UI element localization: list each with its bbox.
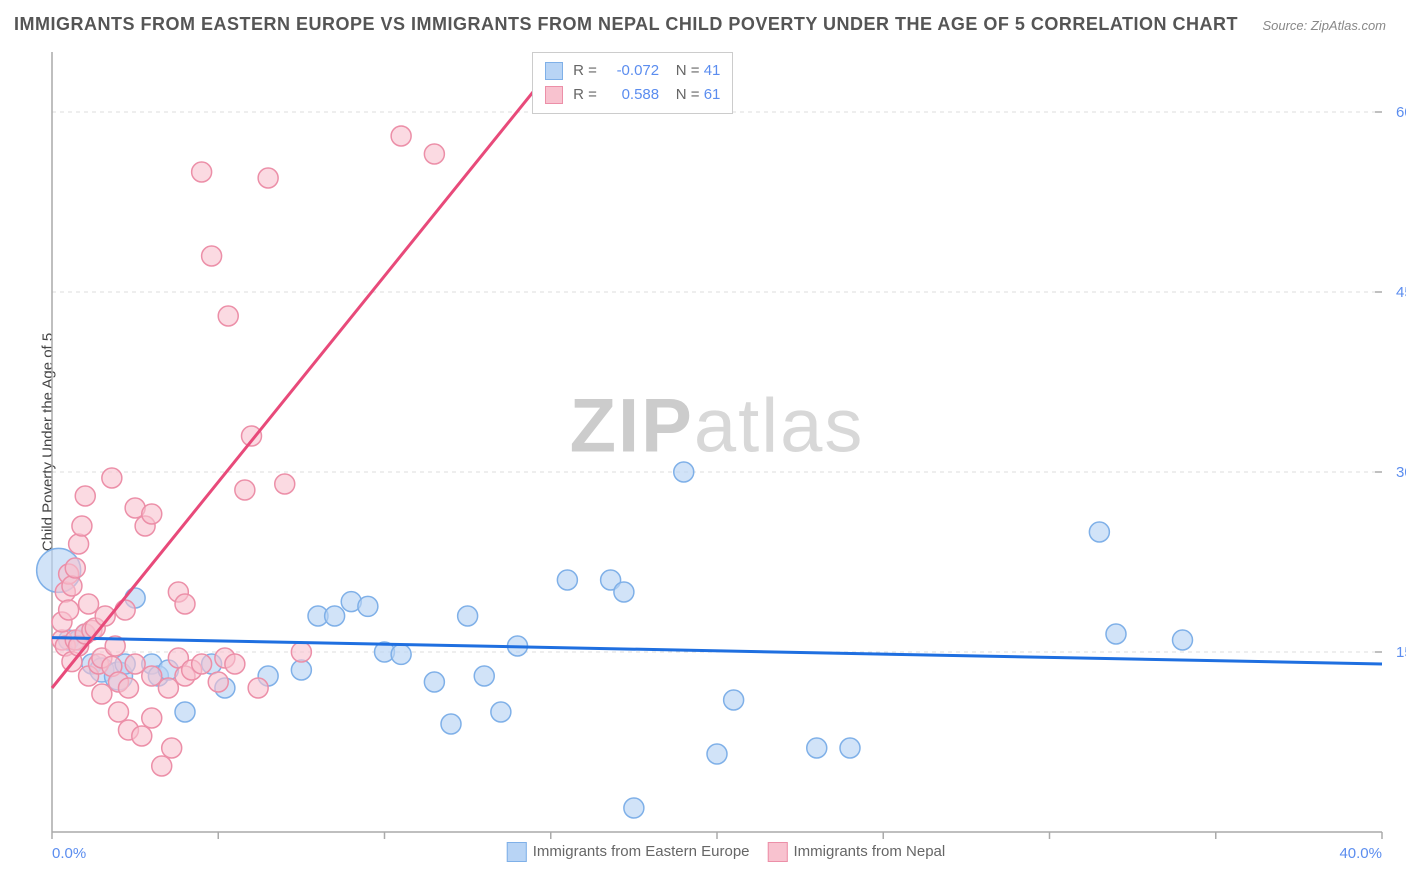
data-point [109,702,129,722]
data-point [59,600,79,620]
r-label: R = [573,86,597,103]
data-point [208,672,228,692]
data-point [125,654,145,674]
data-point [175,594,195,614]
data-point [248,678,268,698]
x-tick-label: 40.0% [1339,845,1382,862]
data-point [142,708,162,728]
n-label: N = [676,86,700,103]
n-value: 61 [704,86,721,103]
data-point [202,246,222,266]
data-point [614,582,634,602]
data-point [62,576,82,596]
data-point [132,726,152,746]
data-point [391,126,411,146]
r-value: -0.072 [601,59,659,83]
data-point [1089,522,1109,542]
data-point [724,690,744,710]
data-point [707,744,727,764]
n-label: N = [676,62,700,79]
data-point [491,702,511,722]
data-point [1106,624,1126,644]
data-point [358,596,378,616]
data-point [192,162,212,182]
source-label: Source: ZipAtlas.com [1262,18,1386,33]
data-point [92,684,112,704]
data-point [192,654,212,674]
legend-label: Immigrants from Eastern Europe [533,843,750,860]
data-point [441,714,461,734]
y-tick-label: 30.0% [1396,464,1406,481]
data-point [557,570,577,590]
stats-row: R = -0.072 N = 41 [545,59,720,83]
data-point [291,642,311,662]
data-point [65,558,85,578]
data-point [218,306,238,326]
data-point [118,678,138,698]
data-point [325,606,345,626]
data-point [225,654,245,674]
data-point [142,504,162,524]
data-point [102,468,122,488]
data-point [474,666,494,686]
r-value: 0.588 [601,83,659,107]
legend-swatch [545,86,563,104]
data-point [424,672,444,692]
legend-swatch [507,842,527,862]
legend-swatch [545,62,563,80]
r-label: R = [573,62,597,79]
data-point [807,738,827,758]
data-point [158,678,178,698]
chart-title: IMMIGRANTS FROM EASTERN EUROPE VS IMMIGR… [14,14,1238,35]
data-point [291,660,311,680]
data-point [175,702,195,722]
data-point [275,474,295,494]
chart-container: Child Poverty Under the Age of 5 ZIPatla… [52,52,1382,832]
y-tick-label: 60.0% [1396,104,1406,121]
legend-label: Immigrants from Nepal [794,843,946,860]
data-point [258,168,278,188]
data-point [624,798,644,818]
data-point [458,606,478,626]
data-point [75,486,95,506]
data-point [72,516,92,536]
n-value: 41 [704,62,721,79]
data-point [235,480,255,500]
regression-line [52,70,551,688]
data-point [152,756,172,776]
data-point [115,600,135,620]
stats-row: R = 0.588 N = 61 [545,83,720,107]
data-point [142,666,162,686]
y-tick-label: 45.0% [1396,284,1406,301]
data-point [162,738,182,758]
data-point [424,144,444,164]
data-point [79,594,99,614]
stats-box: R = -0.072 N = 41 R = 0.588 N = 61 [532,52,733,114]
data-point [840,738,860,758]
data-point [1173,630,1193,650]
x-tick-label: 0.0% [52,845,86,862]
data-point [674,462,694,482]
data-point [69,534,89,554]
data-point [391,644,411,664]
legend: Immigrants from Eastern Europe Immigrants… [489,842,945,862]
scatter-plot: 15.0%30.0%45.0%60.0%0.0%40.0% [52,52,1382,832]
y-tick-label: 15.0% [1396,644,1406,661]
legend-swatch [768,842,788,862]
